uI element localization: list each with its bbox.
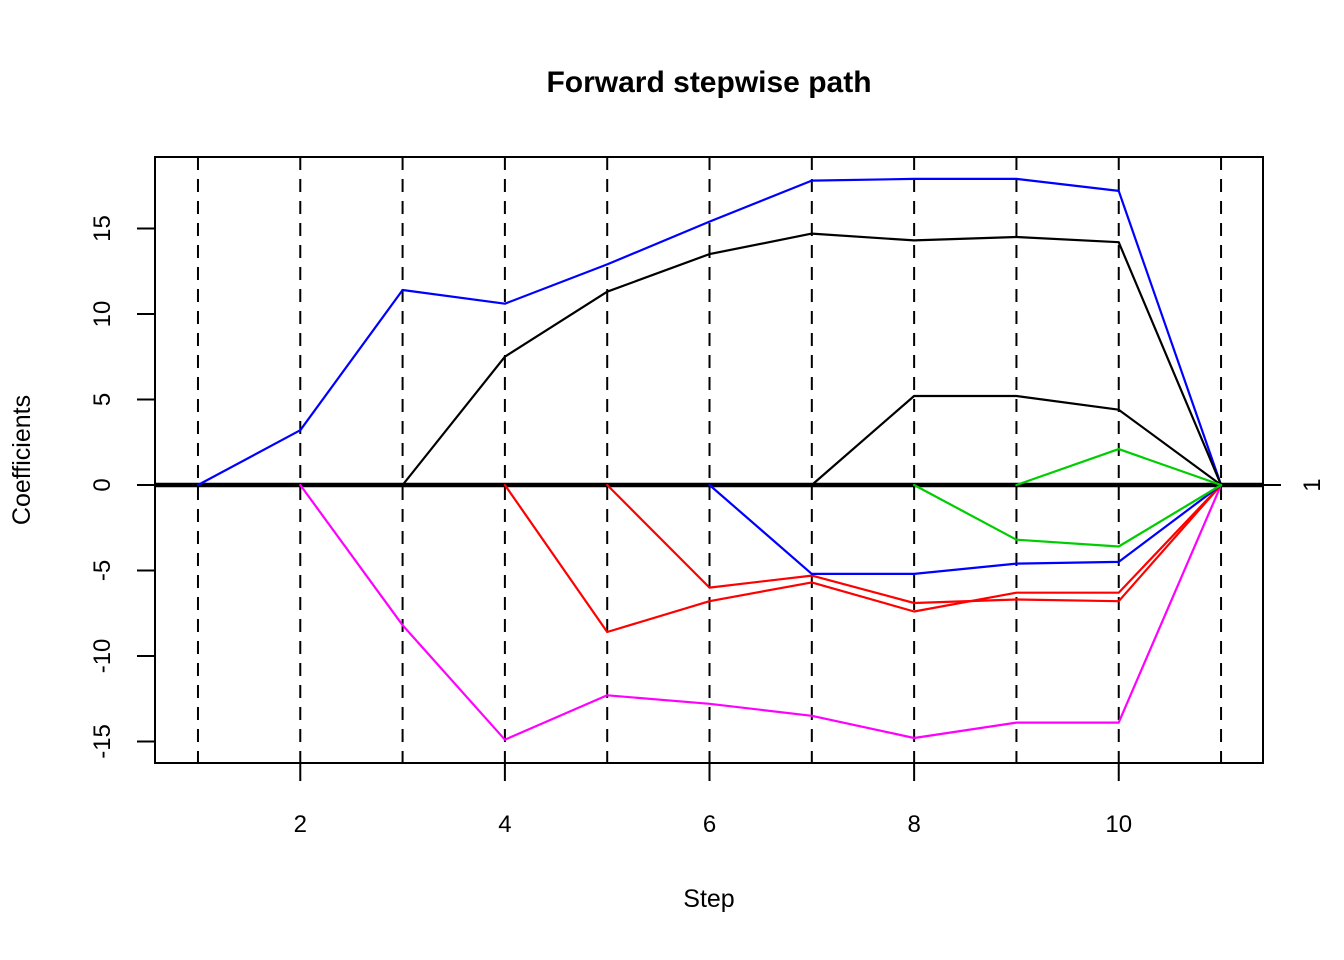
x-axis-label: Step [683, 885, 734, 913]
x-tick-label: 2 [294, 811, 307, 838]
y-axis-label: Coefficients [8, 395, 36, 525]
axes-group: 2 4 6 8 10 -15 -10 -5 0 5 10 15 [89, 156, 1281, 838]
y-tick-label: 10 [89, 301, 116, 328]
x-tick-label: 8 [907, 811, 920, 838]
x-tick-label: 4 [498, 811, 511, 838]
y-tick-label: 5 [89, 393, 116, 406]
series-path-black-1 [401, 232, 1223, 487]
series-path-red-2 [606, 483, 1223, 605]
x-tick-label: 6 [703, 811, 716, 838]
y-tick-label: 15 [89, 215, 116, 242]
series-group [196, 177, 1223, 741]
series-path-magenta-1 [299, 483, 1223, 741]
series-path-green-1 [912, 483, 1223, 548]
series-path-red-1 [503, 483, 1223, 634]
right-axis-label: 1 [1299, 478, 1326, 491]
series-path-blue-1 [196, 177, 1223, 487]
chart-title: Forward stepwise path [546, 66, 871, 99]
y-tick-label: -10 [89, 639, 116, 674]
y-tick-label: 0 [89, 478, 116, 491]
series-path-green-2 [1015, 448, 1223, 487]
y-tick-label: -15 [89, 724, 116, 759]
series-path-black-2 [810, 394, 1223, 487]
series-path-blue-2 [708, 483, 1223, 576]
y-tick-label: -5 [89, 560, 116, 581]
x-tick-label: 10 [1105, 811, 1132, 838]
gridlines-group [196, 157, 1223, 763]
